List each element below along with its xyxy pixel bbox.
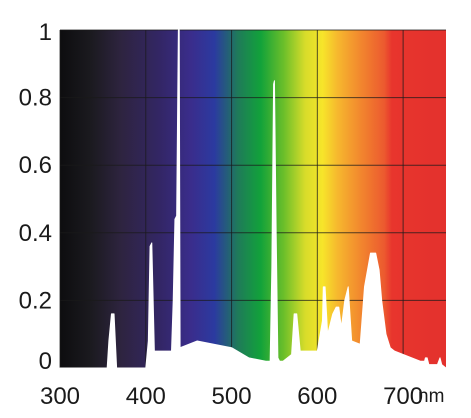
- x-tick-label: 600: [297, 383, 337, 410]
- y-tick-label: 0.4: [19, 220, 52, 247]
- y-tick-label: 1: [39, 19, 52, 46]
- y-tick-label: 0.8: [19, 85, 52, 112]
- emission-area-layer: [59, 29, 447, 369]
- y-tick-labels: 0 0.2 0.4 0.6 0.8 1: [19, 19, 52, 375]
- y-tick-label: 0.2: [19, 287, 52, 314]
- x-tick-label: 700: [383, 383, 423, 410]
- x-unit-label: nm: [418, 386, 444, 407]
- emission-area-series-0: [59, 29, 447, 369]
- spectrum-background: [60, 30, 446, 368]
- x-tick-label: 300: [40, 383, 80, 410]
- y-tick-label: 0.6: [19, 152, 52, 179]
- x-tick-label: 500: [212, 383, 252, 410]
- x-tick-label: 400: [126, 383, 166, 410]
- x-tick-labels: 300 400 500 600 700: [40, 383, 423, 410]
- y-tick-label: 0: [39, 348, 52, 375]
